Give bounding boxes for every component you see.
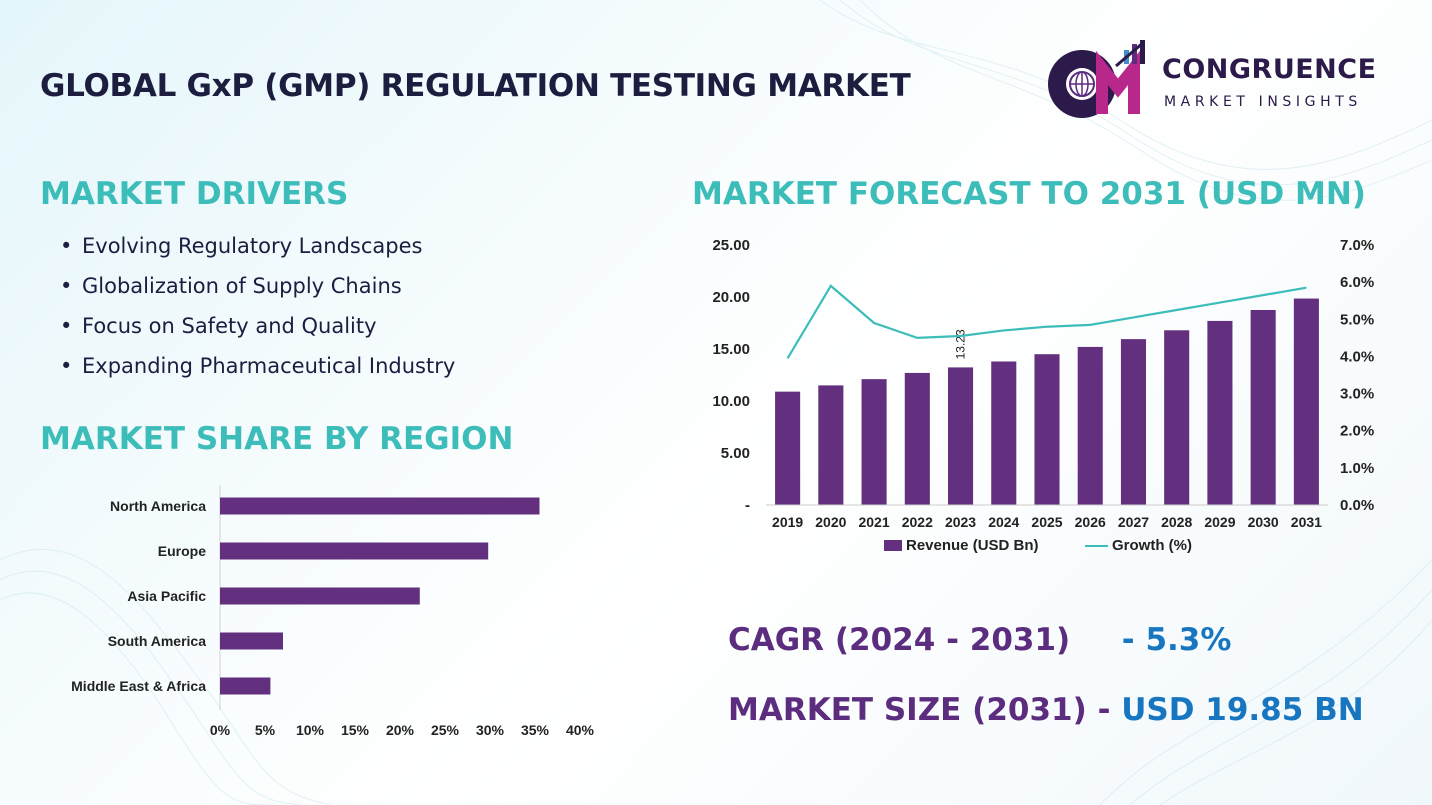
region-x-tick: 5%: [255, 722, 276, 738]
forecast-x-tick: 2023: [945, 514, 976, 530]
legend-revenue-swatch: [884, 540, 902, 551]
forecast-left-tick: 15.00: [712, 341, 750, 358]
region-x-tick: 35%: [521, 722, 550, 738]
forecast-x-tick: 2021: [858, 514, 889, 530]
revenue-bar: [1250, 310, 1276, 505]
forecast-x-tick: 2025: [1031, 514, 1062, 530]
forecast-x-tick: 2027: [1118, 514, 1149, 530]
forecast-right-tick: 3.0%: [1340, 386, 1374, 403]
forecast-x-tick: 2030: [1248, 514, 1279, 530]
region-category-label: North America: [110, 498, 206, 514]
revenue-bar: [1207, 320, 1233, 505]
region-category-label: South America: [108, 633, 206, 649]
forecast-left-tick: 25.00: [712, 237, 750, 254]
legend-revenue-label: Revenue (USD Bn): [906, 537, 1039, 554]
forecast-chart: - 5.00 10.00 15.00 20.00 25.00 0.0% 1.0% 2.0% 3.0…: [712, 237, 1374, 554]
revenue-bar: [1120, 339, 1146, 505]
region-bar: [220, 587, 420, 605]
region-x-tick: 20%: [386, 722, 415, 738]
forecast-left-tick: -: [745, 497, 750, 514]
forecast-x-tick: 2022: [902, 514, 933, 530]
market-size-kpi: MARKET SIZE (2031) - USD 19.85 BN: [728, 692, 1364, 728]
growth-line: [786, 284, 1307, 359]
region-category-label: Middle East & Africa: [71, 678, 206, 694]
drivers-list: • Evolving Regulatory Landscapes • Globali…: [60, 230, 455, 390]
revenue-bar: [861, 379, 887, 505]
revenue-bar: [904, 372, 930, 505]
region-heading: MARKET SHARE BY REGION: [40, 421, 514, 457]
forecast-left-tick: 20.00: [712, 289, 750, 306]
logo-word-market-insights: MARKET INSIGHTS: [1164, 94, 1362, 110]
forecast-right-tick: 7.0%: [1340, 237, 1374, 254]
driver-item-label: Evolving Regulatory Landscapes: [82, 234, 423, 258]
page-title: GLOBAL GxP (GMP) REGULATION TESTING MARK…: [40, 68, 911, 104]
forecast-x-tick: 2029: [1204, 514, 1235, 530]
region-x-tick: 25%: [431, 722, 460, 738]
forecast-left-tick: 10.00: [712, 393, 750, 410]
region-bar: [220, 632, 283, 650]
brand-logo: CONGRUENCE MARKET INSIGHTS: [1044, 38, 1404, 118]
region-share-chart: North America Europe Asia Pacific South Ame…: [71, 485, 595, 738]
forecast-right-tick: 5.0%: [1340, 311, 1374, 328]
forecast-x-tick: 2028: [1161, 514, 1192, 530]
driver-item-label: Focus on Safety and Quality: [82, 314, 377, 338]
logo-mark-icon: [1048, 40, 1145, 118]
forecast-right-tick: 1.0%: [1340, 460, 1374, 477]
cagr-kpi: CAGR (2024 - 2031) - 5.3%: [728, 622, 1231, 658]
forecast-x-tick: 2026: [1075, 514, 1106, 530]
region-bar: [220, 542, 489, 560]
revenue-bar: [948, 367, 974, 505]
driver-item: • Expanding Pharmaceutical Industry: [60, 354, 456, 378]
forecast-left-tick: 5.00: [721, 445, 750, 462]
region-x-tick: 40%: [566, 722, 595, 738]
revenue-data-label: 13.23: [954, 329, 968, 359]
market-size-value: USD 19.85 BN: [1121, 692, 1364, 728]
region-category-label: Europe: [158, 543, 206, 559]
revenue-bar: [1034, 354, 1060, 505]
revenue-bar: [818, 385, 844, 505]
logo-word-congruence: CONGRUENCE: [1162, 54, 1377, 85]
forecast-x-tick: 2024: [988, 514, 1019, 530]
forecast-x-tick: 2031: [1291, 514, 1322, 530]
region-x-tick: 15%: [341, 722, 370, 738]
region-x-tick: 30%: [476, 722, 505, 738]
region-category-label: Asia Pacific: [127, 588, 206, 604]
revenue-bar: [775, 391, 801, 505]
forecast-heading: MARKET FORECAST TO 2031 (USD MN): [692, 176, 1366, 212]
forecast-right-tick: 6.0%: [1340, 274, 1374, 291]
forecast-x-tick: 2019: [772, 514, 803, 530]
forecast-right-tick: 0.0%: [1340, 497, 1374, 514]
legend-growth-label: Growth (%): [1112, 537, 1192, 554]
cagr-label: CAGR (2024 - 2031): [728, 622, 1071, 658]
forecast-right-tick: 2.0%: [1340, 423, 1374, 440]
driver-item: • Globalization of Supply Chains: [60, 274, 402, 298]
driver-item: • Evolving Regulatory Landscapes: [60, 234, 423, 258]
region-bar: [220, 497, 540, 515]
revenue-bar: [1164, 330, 1190, 505]
revenue-bar: [1293, 298, 1319, 505]
driver-item: • Focus on Safety and Quality: [60, 314, 377, 338]
driver-item-label: Expanding Pharmaceutical Industry: [82, 354, 456, 378]
region-x-tick: 10%: [296, 722, 325, 738]
region-x-tick: 0%: [210, 722, 231, 738]
forecast-x-tick: 2020: [815, 514, 846, 530]
revenue-bar: [1077, 346, 1103, 505]
region-bar: [220, 677, 271, 695]
cagr-value: - 5.3%: [1121, 622, 1232, 658]
driver-item-label: Globalization of Supply Chains: [82, 274, 402, 298]
revenue-bar: [991, 361, 1017, 505]
market-size-label: MARKET SIZE (2031) -: [728, 692, 1111, 728]
forecast-right-tick: 4.0%: [1340, 348, 1374, 365]
drivers-heading: MARKET DRIVERS: [40, 176, 349, 212]
